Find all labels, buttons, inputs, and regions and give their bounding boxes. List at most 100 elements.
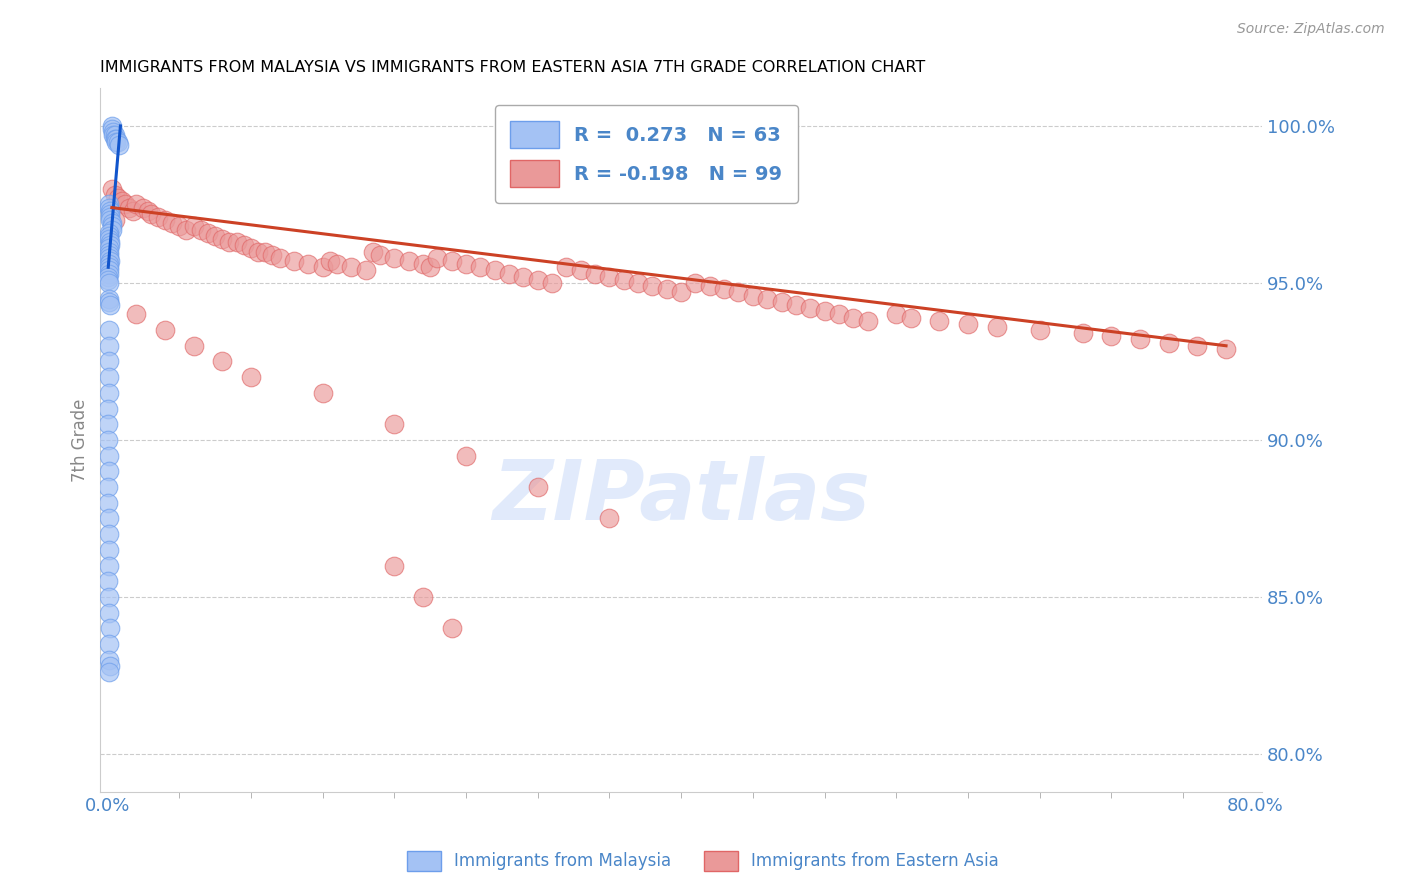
Point (269, 251, 291, 265)
Point (153, 323, 176, 337)
Point (419, 260, 441, 275)
Point (382, 251, 405, 265)
Text: Source: ZipAtlas.com: Source: ZipAtlas.com (1237, 22, 1385, 37)
Point (526, 273, 548, 287)
Point (97, 558, 120, 573)
Point (190, 222, 212, 236)
Legend: Immigrants from Malaysia, Immigrants from Eastern Asia: Immigrants from Malaysia, Immigrants fro… (399, 842, 1007, 880)
Point (382, 558, 405, 573)
Point (125, 307, 148, 321)
Point (498, 267, 520, 281)
Point (319, 254, 342, 268)
Point (97, 370, 120, 384)
Point (97, 653, 120, 667)
Point (107, 191, 129, 205)
Point (470, 260, 492, 275)
Point (97, 433, 120, 447)
Point (122, 203, 145, 218)
Point (454, 257, 477, 271)
Point (1215, 342, 1237, 356)
Legend: R =  0.273   N = 63, R = -0.198   N = 99: R = 0.273 N = 63, R = -0.198 N = 99 (495, 105, 799, 202)
Point (598, 511, 620, 525)
Point (101, 182, 124, 196)
Point (97, 244, 120, 259)
Point (111, 194, 134, 209)
Point (1129, 333, 1152, 347)
Point (361, 244, 384, 259)
Point (1187, 339, 1209, 353)
Point (382, 417, 405, 432)
Point (986, 320, 1008, 334)
Point (97, 323, 120, 337)
Point (368, 248, 391, 262)
Point (105, 135, 128, 149)
Point (100, 254, 122, 268)
Point (813, 304, 835, 318)
Point (97, 267, 120, 281)
Point (770, 294, 793, 309)
Point (311, 260, 333, 275)
Point (97, 449, 120, 463)
Point (97, 542, 120, 557)
Point (97, 480, 120, 494)
Point (100, 238, 122, 252)
Point (97, 574, 120, 589)
Point (756, 292, 779, 306)
Point (167, 219, 190, 234)
Point (311, 385, 333, 400)
Text: IMMIGRANTS FROM MALAYSIA VS IMMIGRANTS FROM EASTERN ASIA 7TH GRADE CORRELATION C: IMMIGRANTS FROM MALAYSIA VS IMMIGRANTS F… (100, 60, 925, 75)
Point (97, 197, 120, 211)
Point (183, 339, 205, 353)
Point (97, 242, 120, 256)
Point (104, 128, 127, 143)
Point (97, 637, 120, 651)
Point (146, 210, 169, 224)
Point (103, 128, 125, 143)
Point (440, 621, 463, 635)
Point (103, 125, 125, 139)
Point (641, 279, 664, 293)
Point (97, 251, 120, 265)
Point (211, 232, 233, 246)
Point (101, 222, 124, 236)
Point (426, 251, 449, 265)
Point (183, 219, 205, 234)
Point (139, 207, 162, 221)
Point (97, 511, 120, 525)
Point (1157, 335, 1180, 350)
Point (108, 137, 131, 152)
Point (97, 417, 120, 432)
Point (354, 263, 377, 277)
Point (856, 313, 879, 327)
Point (97, 269, 120, 284)
Point (97, 339, 120, 353)
Point (741, 288, 763, 302)
Point (100, 298, 122, 312)
Point (225, 235, 247, 249)
Point (97, 385, 120, 400)
Point (136, 203, 159, 218)
Point (211, 354, 233, 368)
Point (114, 197, 136, 211)
Point (713, 282, 735, 296)
Point (101, 122, 124, 136)
Point (100, 621, 122, 635)
Point (828, 307, 851, 321)
Point (583, 267, 606, 281)
Point (727, 285, 749, 300)
Point (101, 119, 124, 133)
Point (100, 235, 122, 249)
Point (100, 207, 122, 221)
Point (569, 263, 592, 277)
Point (100, 213, 122, 227)
Point (97, 590, 120, 604)
Point (1099, 329, 1122, 343)
Point (799, 301, 821, 315)
Point (239, 370, 262, 384)
Point (97, 260, 120, 275)
Point (512, 269, 534, 284)
Point (412, 257, 434, 271)
Point (440, 254, 463, 268)
Point (125, 197, 148, 211)
Point (900, 310, 922, 325)
